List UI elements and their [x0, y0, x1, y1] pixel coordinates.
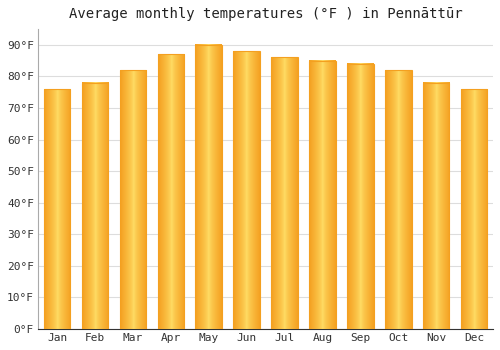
Bar	[44, 89, 70, 329]
Bar	[461, 89, 487, 329]
Bar	[196, 45, 222, 329]
Bar	[120, 70, 146, 329]
Bar	[234, 51, 260, 329]
Title: Average monthly temperatures (°F ) in Pennāttūr: Average monthly temperatures (°F ) in Pe…	[69, 7, 462, 21]
Bar	[385, 70, 411, 329]
Bar	[347, 64, 374, 329]
Bar	[309, 61, 336, 329]
Bar	[423, 83, 450, 329]
Bar	[272, 57, 298, 329]
Bar	[158, 54, 184, 329]
Bar	[82, 83, 108, 329]
